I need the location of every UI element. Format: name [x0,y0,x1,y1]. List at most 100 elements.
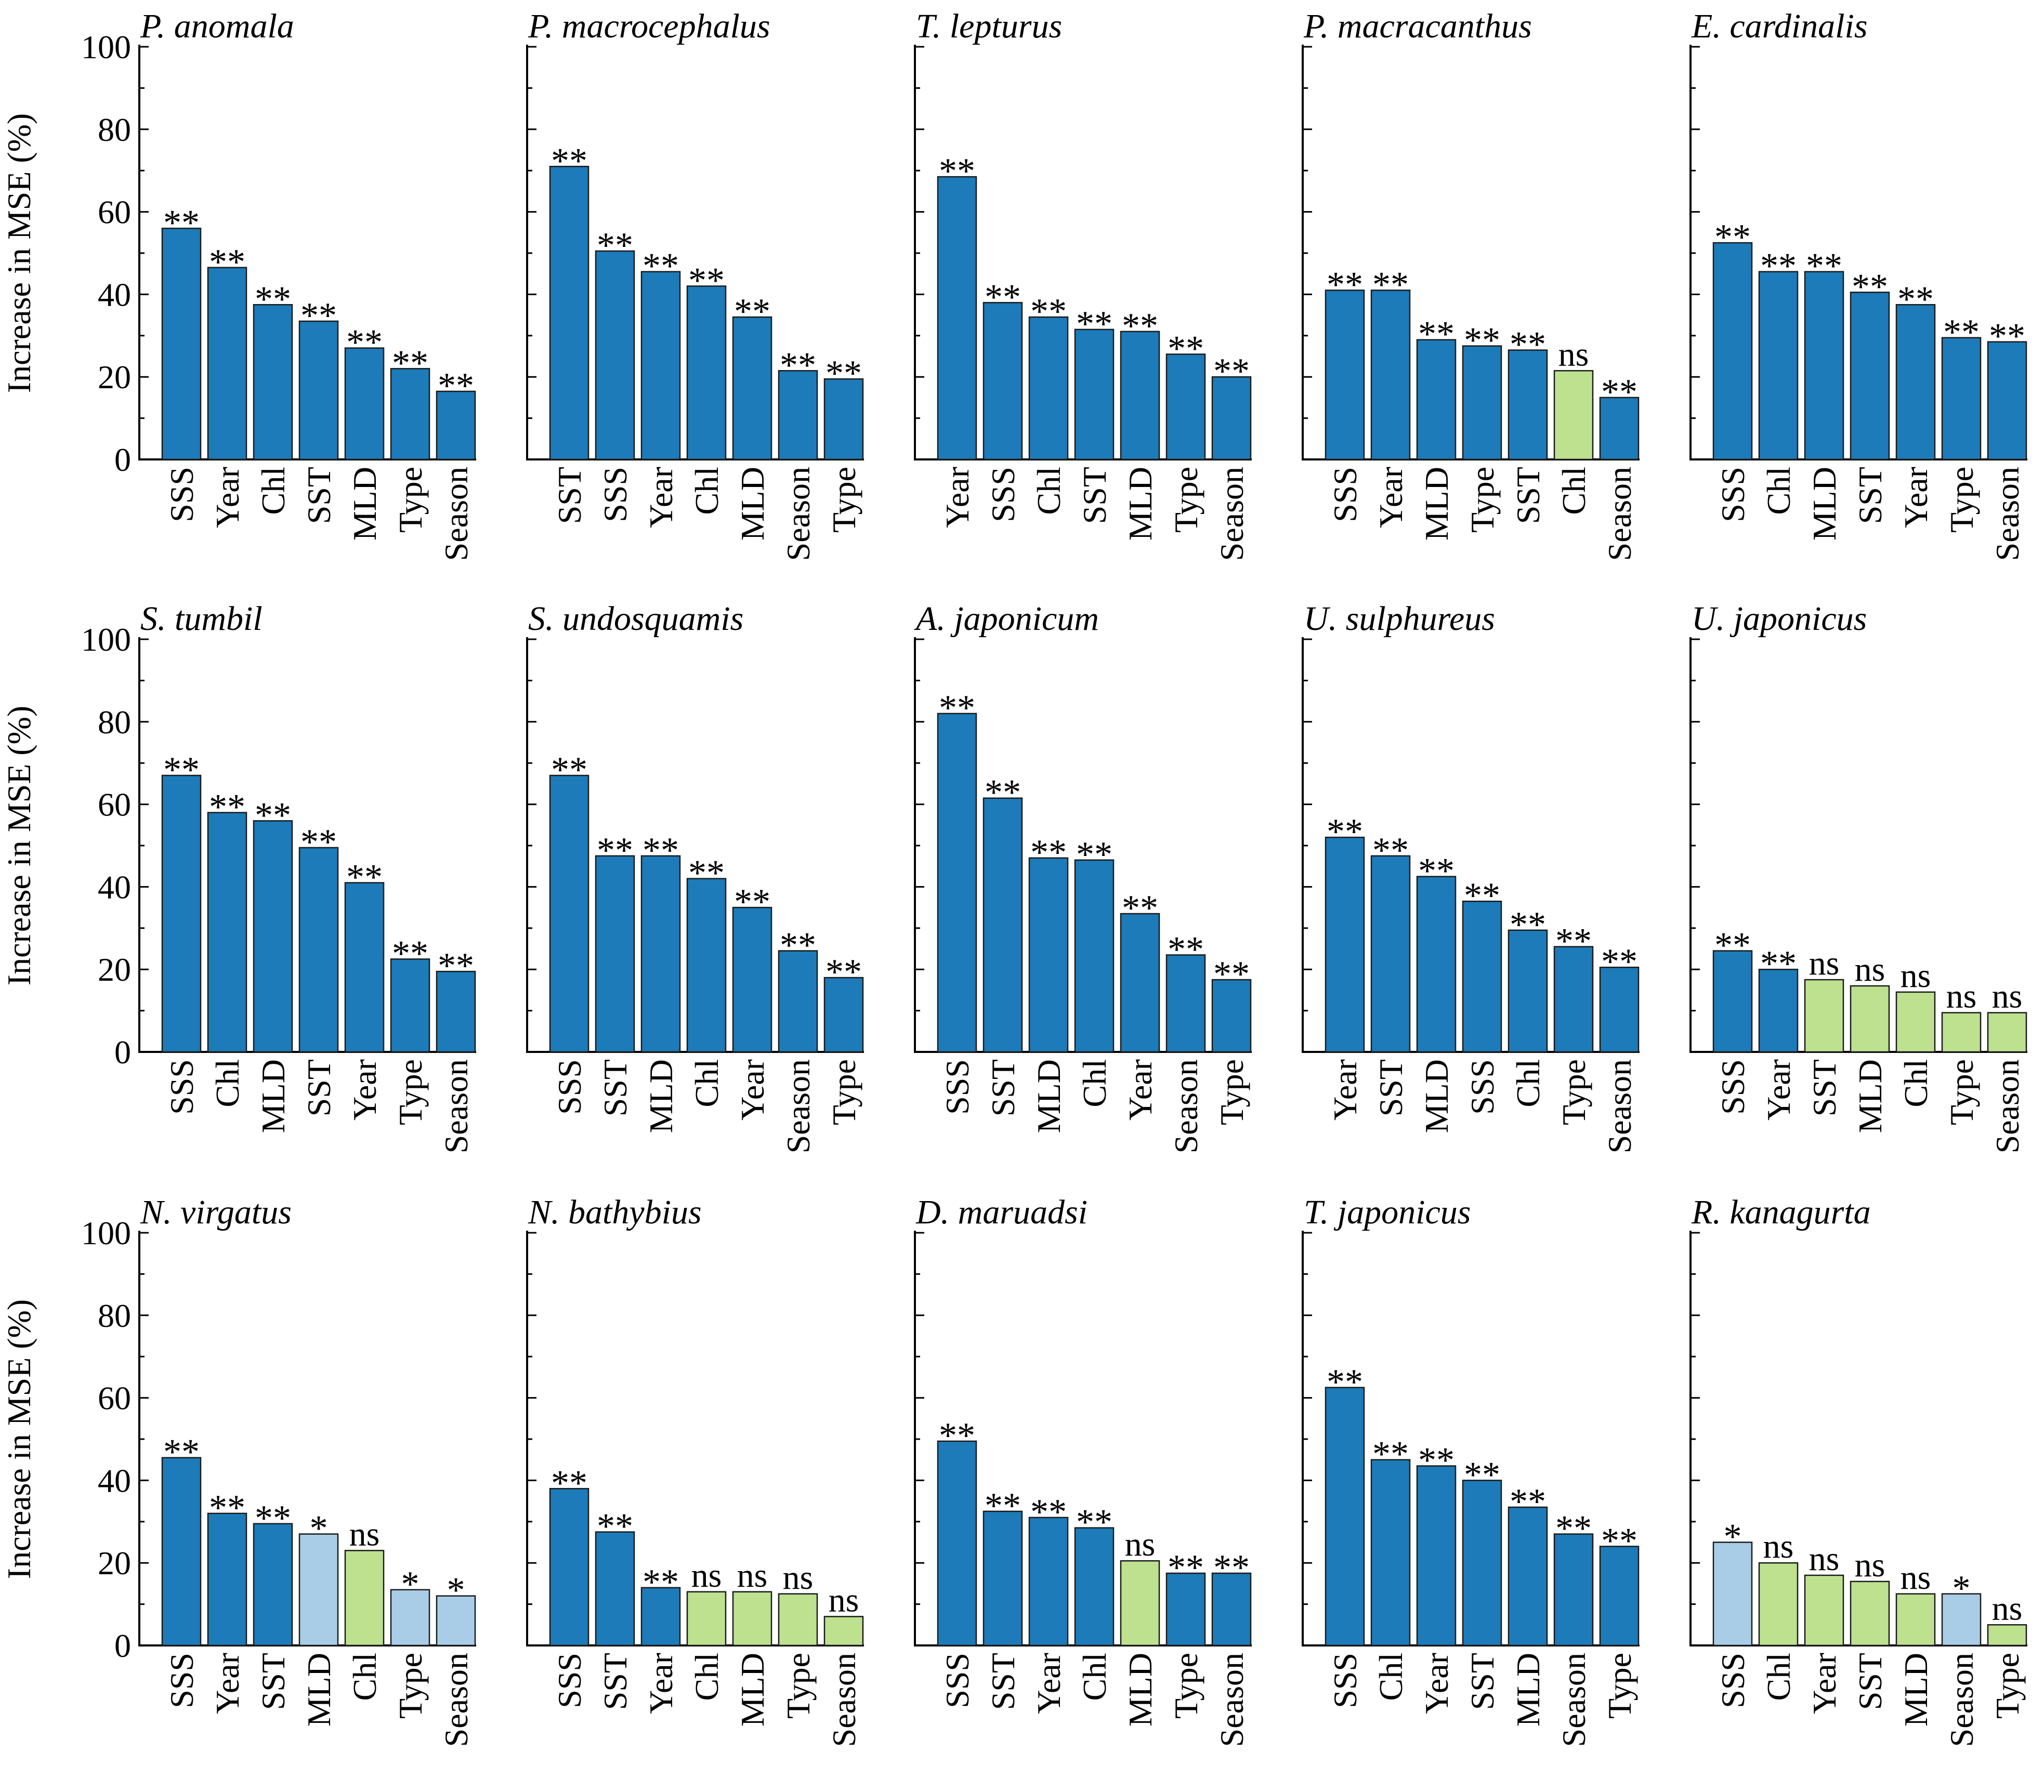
category-label: Season [780,467,817,561]
category-label: SST [1372,1059,1409,1116]
bar [1712,242,1753,460]
bar [1211,376,1252,460]
category-label: Type [392,1653,429,1719]
bar [344,347,385,460]
significance-label: ns [1763,1527,1794,1565]
bar [1074,859,1115,1053]
category-label: Season [438,1653,475,1747]
category-label: SST [597,1059,634,1116]
bar [1599,397,1640,460]
category-label: SST [1464,1653,1501,1710]
y-tick-label: 60 [98,194,131,231]
bar [640,855,681,1053]
significance-label: ** [985,1486,1021,1526]
bar [1599,966,1640,1053]
bar [640,1587,681,1646]
significance-label: * [310,1509,328,1549]
category-label: Season [1168,1059,1204,1153]
bar [1074,1527,1115,1646]
significance-label: ** [1372,1434,1409,1474]
bar [1325,1387,1365,1646]
chart-panel: T. japonicus ** SSS ** Chl ** Year ** SST ** MLD **… [1302,1193,1640,1747]
category-label: Year [1122,1059,1159,1121]
category-label: Type [1213,1059,1250,1125]
significance-label: ns [1901,1559,1931,1597]
bar [549,166,589,460]
bar [1370,855,1411,1053]
category-label: MLD [1418,1059,1455,1133]
category-label: Year [643,467,679,528]
significance-label: ** [1076,304,1112,344]
bar [253,304,293,460]
bar [1553,1533,1594,1646]
significance-label: ** [163,750,200,790]
significance-label: ** [597,226,633,266]
category-label: Year [346,1059,383,1121]
chart-title: A. japonicum [914,600,1099,638]
chart-title: S. undosquamis [528,600,743,638]
significance-label: ** [939,688,975,728]
bar [937,713,977,1053]
category-label: Year [209,1653,246,1714]
category-label: SSS [163,1653,200,1708]
significance-label: ** [1213,954,1250,994]
significance-label: ** [1372,831,1409,871]
significance-label: ** [551,1463,587,1503]
category-label: Chl [688,1653,725,1701]
bar [1895,991,1936,1053]
category-label: MLD [346,467,383,541]
bar [1895,304,1936,460]
significance-label: ** [551,750,587,790]
significance-label: ** [643,246,679,286]
category-label: Year [1760,1059,1797,1121]
significance-label: ns [1855,1546,1885,1584]
significance-label: ** [163,203,200,243]
significance-label: ** [1510,905,1546,945]
bar [1712,1541,1753,1646]
significance-label: ** [255,279,291,319]
bar [1804,979,1844,1053]
category-label: SST [1852,1653,1889,1710]
category-label: SSS [985,467,1021,522]
chart-title: E. cardinalis [1691,7,1868,45]
bar [1211,979,1252,1053]
significance-label: ns [1809,944,1840,982]
bar [253,1523,293,1646]
significance-label: ** [1168,929,1204,969]
bar [1804,1574,1844,1646]
category-label: SST [255,1653,292,1710]
significance-label: ** [1030,292,1067,332]
significance-label: ** [985,277,1021,317]
category-label: Chl [1372,1653,1409,1701]
category-label: MLD [734,1653,771,1727]
y-tick-label: 80 [98,704,131,741]
significance-label: ** [1418,851,1455,891]
significance-label: ** [1943,312,1980,352]
significance-label: ** [780,925,816,965]
chart-title: N. virgatus [140,1193,292,1231]
y-tick-label: 20 [98,1545,131,1582]
significance-label: ** [1601,942,1637,982]
significance-label: ** [1168,329,1204,369]
bar [207,812,247,1053]
category-label: SSS [1327,1653,1364,1708]
bar [1850,1580,1890,1646]
significance-label: ** [688,261,725,301]
significance-label: ** [1806,246,1842,286]
y-tick-label: 80 [98,1297,131,1334]
significance-label: ** [1464,876,1500,916]
category-label: Type [780,1653,817,1719]
category-label: MLD [255,1059,292,1133]
bar [207,267,247,460]
bar [1028,857,1069,1053]
category-label: SSS [1714,1059,1751,1115]
bar [1758,1562,1799,1646]
bar [161,1457,202,1646]
category-label: SSS [1714,467,1751,522]
bar [1211,1572,1252,1646]
chart-panel: S. tumbil 0 20 40 60 80 100 Increase in MSE (%)… [1,600,476,1153]
significance-label: ** [300,822,337,862]
bar [1325,836,1365,1053]
bar [1804,271,1844,460]
significance-label: ** [734,882,770,922]
